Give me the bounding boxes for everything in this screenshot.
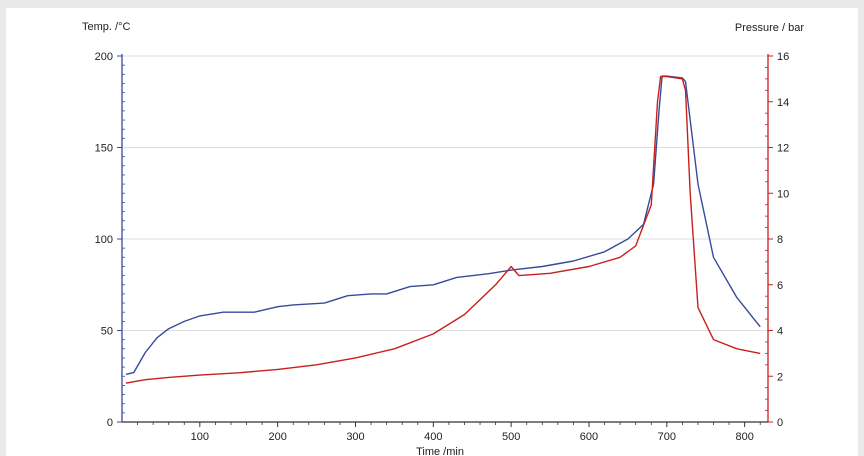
y-left-tick-label: 50 bbox=[101, 326, 113, 338]
y-right-tick-label: 4 bbox=[777, 326, 783, 338]
pressure-series-line bbox=[125, 75, 761, 384]
y-axis-left-label: Temp. /°C bbox=[82, 21, 130, 33]
y-left-tick-label: 100 bbox=[95, 234, 113, 246]
y-axis-right-label: Pressure / bar bbox=[735, 22, 804, 34]
y-left-tick-label: 200 bbox=[95, 51, 113, 63]
y-right-tick-label: 16 bbox=[777, 51, 789, 63]
y-right-tick-label: 12 bbox=[777, 143, 789, 155]
y-left-tick-label: 0 bbox=[107, 417, 113, 429]
y-right-tick-label: 0 bbox=[777, 417, 783, 429]
series bbox=[125, 75, 761, 384]
x-tick-label: 200 bbox=[268, 431, 286, 443]
gridlines bbox=[122, 55, 768, 331]
x-tick-label: 400 bbox=[424, 431, 442, 443]
y-right-tick-label: 8 bbox=[777, 234, 783, 246]
axes bbox=[121, 54, 769, 423]
dual-axis-line-chart: 0 50 100 150 200 0 2 4 6 8 10 12 14 16 100 200 300 400 500… bbox=[82, 21, 804, 456]
x-tick-label: 500 bbox=[502, 431, 520, 443]
y-right-tick-label: 2 bbox=[777, 371, 783, 383]
x-tick-label: 800 bbox=[735, 431, 753, 443]
y-right-tick-label: 10 bbox=[777, 188, 789, 200]
y-left-tick-label: 150 bbox=[95, 143, 113, 155]
y-right-tick-label: 6 bbox=[777, 280, 783, 292]
x-tick-label: 300 bbox=[346, 431, 364, 443]
ticks: 0 50 100 150 200 0 2 4 6 8 10 12 14 16 100 200 300 400 500… bbox=[95, 51, 790, 443]
chart-panel: 0 50 100 150 200 0 2 4 6 8 10 12 14 16 100 200 300 400 500… bbox=[6, 8, 858, 456]
y-right-tick-label: 14 bbox=[777, 97, 789, 109]
x-tick-label: 100 bbox=[191, 431, 209, 443]
x-tick-label: 600 bbox=[580, 431, 598, 443]
x-tick-label: 700 bbox=[658, 431, 676, 443]
temperature-series-line bbox=[125, 75, 761, 376]
x-axis-label: Time /min bbox=[416, 446, 464, 456]
